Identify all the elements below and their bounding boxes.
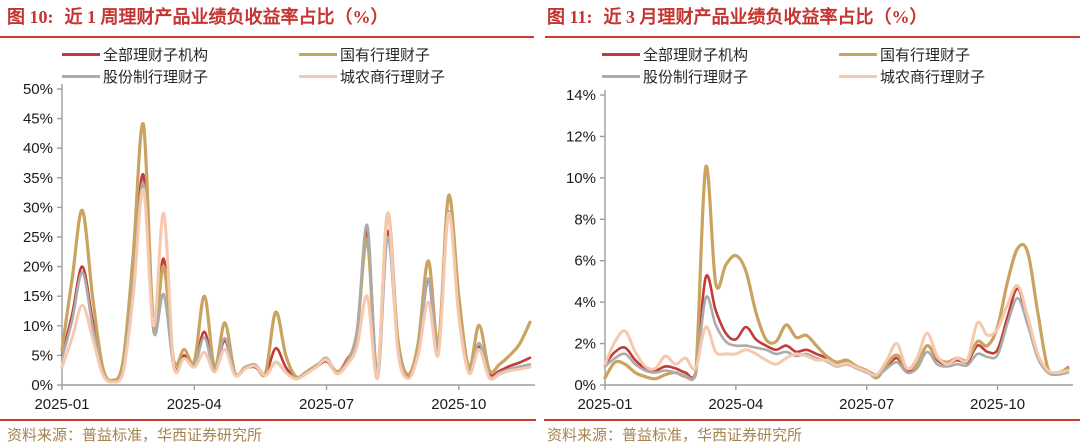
y-tick-label: 45%	[23, 111, 53, 128]
figure-number: 图 10:	[7, 7, 54, 27]
legend-label: 国有行理财子	[340, 47, 431, 64]
figure-title-text: 近 3 月理财产品业绩负收益率占比（%）	[603, 7, 928, 27]
y-tick-label: 25%	[23, 229, 53, 246]
legend-line-marker	[602, 74, 640, 78]
series-line-4	[603, 284, 1070, 377]
legend-line-marker	[299, 52, 337, 56]
y-tick-label: 35%	[23, 170, 53, 187]
legend-item: 全部理财子机构	[62, 44, 299, 65]
x-tick-label: 2025-04	[167, 396, 222, 413]
x-tick-label: 2025-10	[970, 396, 1025, 413]
y-tick-label: 4%	[574, 294, 596, 311]
legend-item: 股份制行理财子	[602, 66, 839, 87]
legend-label: 城农商行理财子	[880, 69, 986, 86]
source-divider	[544, 419, 1080, 421]
series-line-4	[60, 188, 532, 384]
x-tick-label: 2025-07	[299, 396, 354, 413]
legend-label: 股份制行理财子	[643, 69, 749, 86]
legend-line-marker	[62, 52, 100, 56]
figure-number: 图 11:	[547, 7, 593, 27]
legend-label: 国有行理财子	[880, 47, 971, 64]
legend-line-marker	[839, 52, 877, 56]
legend-label: 股份制行理财子	[103, 69, 209, 86]
source-note: 资料来源：普益标准，华西证券研究所	[547, 428, 803, 444]
source-divider	[0, 419, 536, 421]
legend-label: 城农商行理财子	[340, 69, 446, 86]
legend-label: 全部理财子机构	[643, 47, 749, 64]
x-tick-label: 2025-01	[577, 396, 632, 413]
figure-title-text: 近 1 周理财产品业绩负收益率占比（%）	[64, 7, 389, 27]
legend-line-marker	[839, 74, 877, 78]
legend-line-marker	[62, 74, 100, 78]
y-tick-label: 12%	[566, 128, 596, 145]
y-tick-label: 10%	[566, 170, 596, 187]
chart-legend: 全部理财子机构 国有行理财子 股份制行理财子 城农商行理财子	[602, 43, 1072, 87]
y-tick-label: 2%	[574, 336, 596, 353]
legend-item: 城农商行理财子	[299, 66, 532, 87]
figure-title: 图 10: 近 1 周理财产品业绩负收益率占比（%）	[7, 3, 389, 29]
x-tick-label: 2025-01	[34, 396, 89, 413]
figure-10-panel: 图 10: 近 1 周理财产品业绩负收益率占比（%） 全部理财子机构 国有行理财子…	[0, 3, 536, 444]
legend-item: 国有行理财子	[839, 44, 1072, 65]
chart-legend: 全部理财子机构 国有行理财子 股份制行理财子 城农商行理财子	[62, 43, 532, 87]
y-tick-label: 0%	[574, 377, 596, 394]
x-tick-label: 2025-10	[431, 396, 486, 413]
y-tick-label: 14%	[566, 87, 596, 104]
legend-item: 国有行理财子	[299, 44, 532, 65]
title-divider	[545, 36, 1080, 38]
y-tick-label: 40%	[23, 140, 53, 157]
legend-item: 全部理财子机构	[602, 44, 839, 65]
legend-line-marker	[602, 52, 640, 56]
series-line-2	[60, 122, 532, 383]
y-tick-label: 50%	[23, 81, 53, 98]
x-tick-label: 2025-04	[708, 396, 763, 413]
source-note: 资料来源：普益标准，华西证券研究所	[7, 428, 263, 444]
legend-label: 全部理财子机构	[103, 47, 209, 64]
line-chart-weekly-negative-yield: 0% 5% 10% 15% 20% 25% 30% 35% 40% 45% 50% 2025-01 20…	[23, 81, 535, 413]
x-tick-label: 2025-07	[839, 396, 894, 413]
y-tick-label: 10%	[23, 318, 53, 335]
series-line-3	[60, 182, 532, 384]
line-chart-3month-negative-yield: 0% 2% 4% 6% 8% 10% 12% 14% 2025-01 2025-04 2025-07…	[566, 87, 1073, 413]
legend-item: 城农商行理财子	[839, 66, 1072, 87]
legend-line-marker	[299, 74, 337, 78]
figure-title: 图 11: 近 3 月理财产品业绩负收益率占比（%）	[547, 3, 928, 29]
figure-11-panel: 图 11: 近 3 月理财产品业绩负收益率占比（%） 全部理财子机构 国有行理财子…	[540, 0, 1080, 448]
legend-item: 股份制行理财子	[62, 66, 299, 87]
y-tick-label: 20%	[23, 259, 53, 276]
title-divider	[0, 36, 534, 38]
y-tick-label: 5%	[31, 347, 53, 364]
y-tick-label: 0%	[31, 377, 53, 394]
y-tick-label: 30%	[23, 199, 53, 216]
y-tick-label: 15%	[23, 288, 53, 305]
y-tick-label: 6%	[574, 253, 596, 270]
y-tick-label: 8%	[574, 211, 596, 228]
